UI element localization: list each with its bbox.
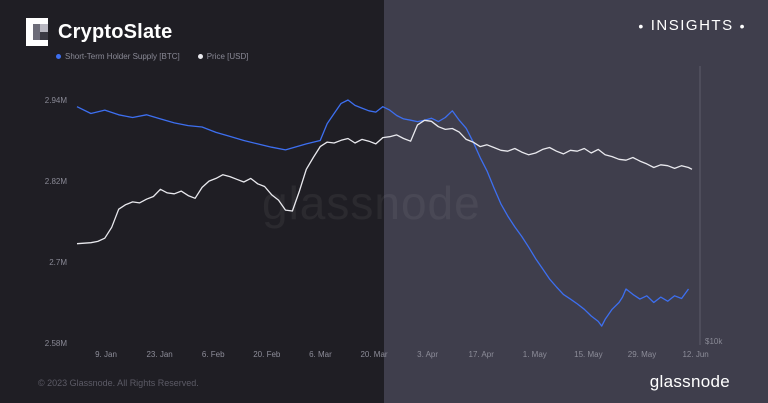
x-tick-label: 17. Apr xyxy=(469,350,495,359)
bullet-icon: • xyxy=(638,17,645,34)
series-layer xyxy=(76,99,693,327)
y-axis-ticks: 2.58M 2.7M 2.82M 2.94M xyxy=(45,96,68,348)
insights-text: INSIGHTS xyxy=(650,17,734,34)
highlight-region xyxy=(384,0,768,403)
y-tick-label: 2.7M xyxy=(49,258,67,267)
x-tick-label: 9. Jan xyxy=(95,350,117,359)
chart-legend: Short-Term Holder Supply [BTC] Price [US… xyxy=(56,52,249,61)
x-tick-label: 1. May xyxy=(523,350,547,359)
x-tick-label: 6. Feb xyxy=(202,350,225,359)
y-tick-label: 2.58M xyxy=(45,339,68,348)
watermark: glassnode xyxy=(262,177,481,229)
x-tick-label: 20. Mar xyxy=(360,350,387,359)
right-tick-label: $10k xyxy=(705,337,723,346)
x-tick-label: 20. Feb xyxy=(253,350,281,359)
x-tick-label: 23. Jan xyxy=(146,350,172,359)
x-tick-label: 29. May xyxy=(628,350,656,359)
series-line-supply xyxy=(76,99,690,327)
x-axis-ticks: 9. Jan 23. Jan 6. Feb 20. Feb 6. Mar 20. Mar 3… xyxy=(95,350,709,359)
legend-label-supply: Short-Term Holder Supply [BTC] xyxy=(65,52,180,61)
brand: CryptoSlate xyxy=(26,18,172,46)
bullet-icon: • xyxy=(739,17,746,34)
legend-swatch-price xyxy=(197,54,203,59)
series-line-price xyxy=(76,119,693,245)
brand-name: CryptoSlate xyxy=(58,20,173,43)
x-tick-label: 3. Apr xyxy=(417,350,438,359)
legend-swatch-supply xyxy=(56,54,61,59)
insights-label: • INSIGHTS • xyxy=(638,17,746,34)
y-tick-label: 2.82M xyxy=(45,177,68,186)
x-tick-label: 15. May xyxy=(574,350,602,359)
legend-label-price: Price [USD] xyxy=(206,52,249,61)
copyright-text: © 2023 Glassnode. All Rights Reserved. xyxy=(38,378,199,388)
y-tick-label: 2.94M xyxy=(45,96,68,105)
x-tick-label: 6. Mar xyxy=(309,350,332,359)
legend-item-price[interactable]: Price [USD] xyxy=(197,52,249,61)
legend-item-supply[interactable]: Short-Term Holder Supply [BTC] xyxy=(56,52,180,61)
cryptoslate-logo-icon xyxy=(26,18,48,46)
right-axis-ticks: $10k xyxy=(699,66,723,346)
x-tick-label: 12. Jun xyxy=(682,350,708,359)
footer-brand: glassnode xyxy=(649,372,730,391)
